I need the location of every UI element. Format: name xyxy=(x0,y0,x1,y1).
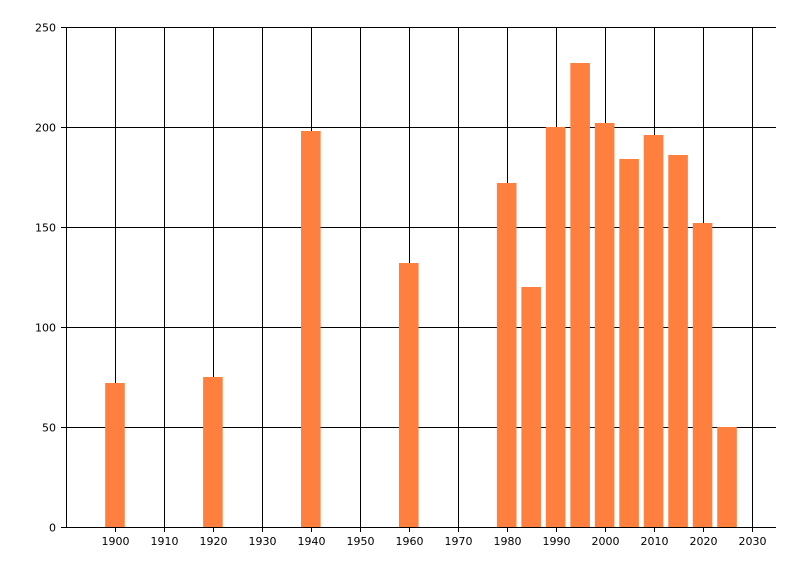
y-tick-label: 0 xyxy=(49,522,56,535)
x-tick-label: 2010 xyxy=(641,535,669,548)
bar xyxy=(496,183,517,527)
bar xyxy=(545,127,566,527)
y-tick-label: 250 xyxy=(35,22,56,35)
bar xyxy=(717,427,737,527)
x-tick-label: 2000 xyxy=(592,535,620,548)
bars xyxy=(105,63,737,527)
x-tick-label: 1960 xyxy=(396,535,424,548)
x-tick-label: 1950 xyxy=(347,535,375,548)
x-tick-label: 1980 xyxy=(494,535,522,548)
x-tick-label: 1940 xyxy=(298,535,326,548)
axes xyxy=(66,27,776,528)
y-tick-label: 150 xyxy=(35,222,56,235)
y-axis-ticks: 0 50 100 150 200 250 xyxy=(35,22,66,535)
bar xyxy=(570,63,590,527)
x-tick-label: 1990 xyxy=(543,535,571,548)
bar xyxy=(301,131,321,527)
x-tick-label: 1970 xyxy=(445,535,473,548)
x-tick-label: 1900 xyxy=(102,535,130,548)
bar xyxy=(398,263,419,527)
x-tick-label: 1910 xyxy=(151,535,179,548)
bar xyxy=(521,287,541,527)
x-axis-ticks: 1900 1910 1920 1930 1940 1950 1960 1970 1980 1990… xyxy=(102,527,767,548)
x-tick-label: 2030 xyxy=(739,535,767,548)
y-tick-label: 100 xyxy=(35,322,56,335)
x-tick-label: 2020 xyxy=(690,535,718,548)
bar xyxy=(692,223,713,527)
bar xyxy=(594,123,615,527)
y-tick-label: 50 xyxy=(42,422,56,435)
bar xyxy=(203,377,223,527)
bar xyxy=(643,135,664,527)
bar xyxy=(105,383,125,527)
bar xyxy=(668,155,688,527)
y-tick-label: 200 xyxy=(35,122,56,135)
x-tick-label: 1920 xyxy=(200,535,228,548)
bar xyxy=(619,159,639,527)
x-tick-label: 1930 xyxy=(249,535,277,548)
